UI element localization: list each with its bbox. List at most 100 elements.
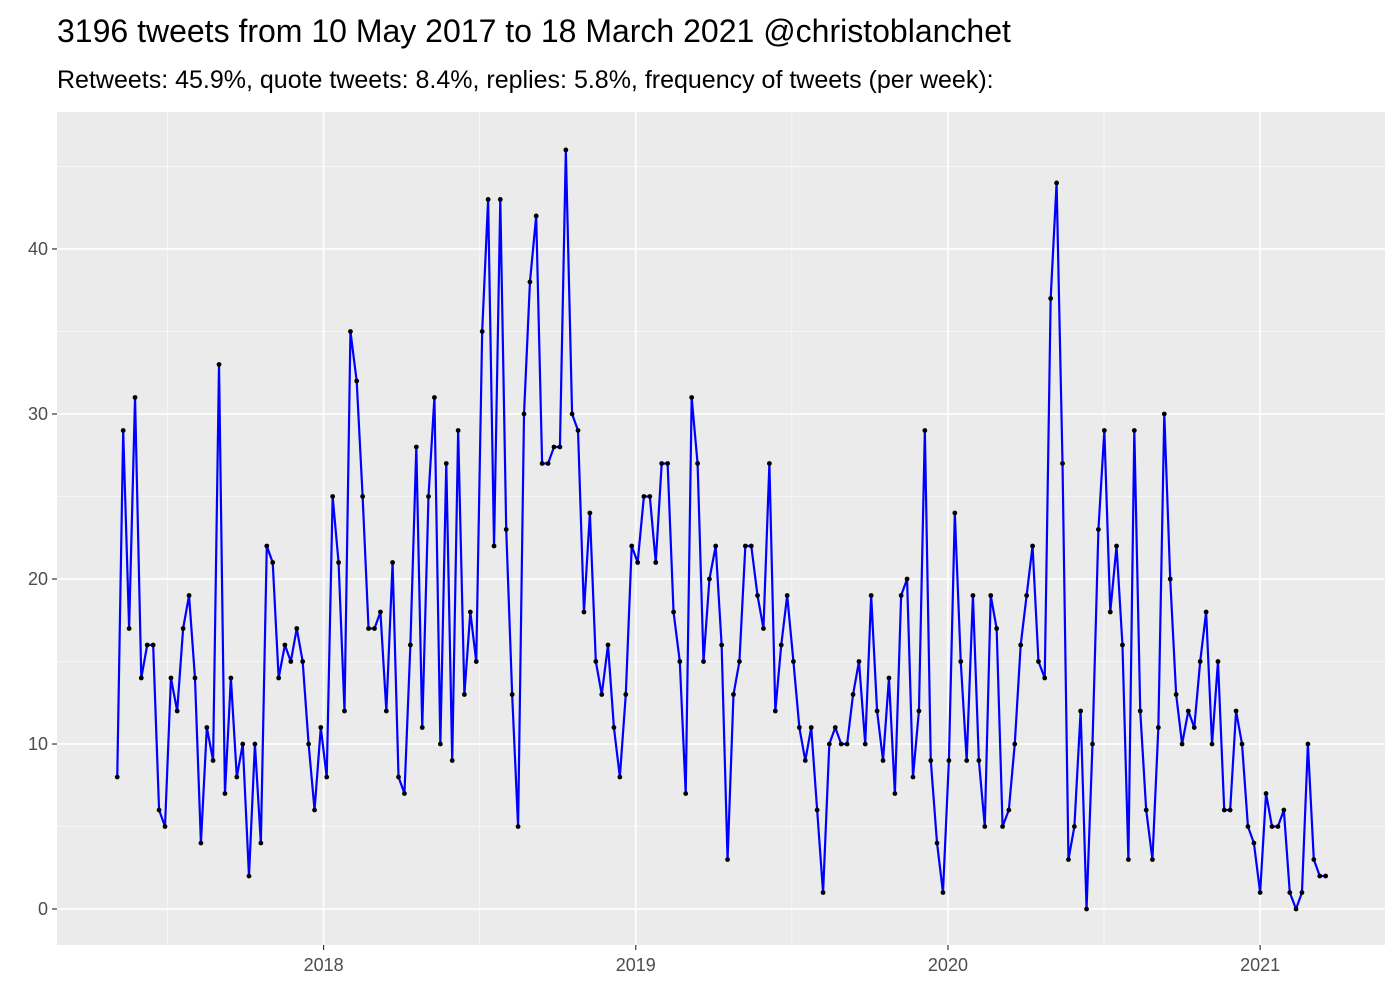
- data-point: [114, 774, 120, 780]
- data-point: [766, 461, 772, 466]
- data-point: [515, 824, 521, 829]
- data-point: [318, 725, 324, 730]
- data-point: [246, 873, 252, 879]
- data-point: [1161, 411, 1167, 417]
- x-tick-label: 2020: [928, 955, 968, 975]
- data-point: [898, 593, 904, 598]
- data-point: [587, 510, 593, 516]
- data-point: [964, 758, 970, 763]
- data-point: [856, 659, 862, 664]
- data-point: [192, 675, 198, 681]
- data-point: [449, 758, 455, 763]
- data-point: [521, 411, 527, 417]
- data-point: [617, 774, 623, 780]
- data-point: [1131, 428, 1137, 433]
- data-point: [1173, 692, 1179, 697]
- data-point: [186, 593, 192, 598]
- data-point: [599, 692, 605, 697]
- data-point: [605, 642, 611, 648]
- data-point: [1000, 824, 1005, 829]
- data-point: [216, 362, 222, 367]
- data-point: [689, 395, 695, 400]
- data-point: [772, 708, 778, 714]
- data-point: [1030, 543, 1035, 549]
- data-point: [976, 758, 982, 763]
- data-point: [1281, 807, 1287, 813]
- data-point: [132, 395, 138, 400]
- data-point: [264, 543, 270, 549]
- data-point: [1054, 180, 1059, 186]
- data-point: [653, 560, 659, 565]
- data-point: [850, 692, 856, 697]
- data-point: [144, 642, 150, 648]
- data-point: [1227, 807, 1233, 813]
- data-point: [1263, 791, 1269, 796]
- data-point: [791, 659, 796, 664]
- data-point: [126, 626, 132, 631]
- data-point: [1197, 659, 1203, 664]
- data-point: [156, 807, 162, 813]
- data-point: [1042, 675, 1048, 681]
- data-point: [1299, 890, 1305, 895]
- data-point: [503, 527, 509, 532]
- y-tick-label: 10: [28, 734, 48, 754]
- data-point: [372, 626, 377, 631]
- data-point: [354, 378, 360, 384]
- data-point: [174, 708, 180, 714]
- data-point: [569, 411, 575, 417]
- y-tick-label: 20: [28, 569, 48, 589]
- data-point: [784, 593, 790, 598]
- data-point: [402, 791, 407, 796]
- data-point: [814, 807, 820, 813]
- data-point: [366, 626, 371, 631]
- data-point: [1071, 824, 1077, 829]
- data-point: [461, 692, 467, 697]
- data-point: [473, 659, 479, 664]
- data-point: [222, 791, 228, 796]
- data-point: [360, 494, 366, 499]
- data-point: [1137, 708, 1143, 714]
- data-point: [1143, 807, 1149, 813]
- data-point: [282, 642, 288, 648]
- data-point: [306, 741, 312, 747]
- data-point: [533, 213, 539, 219]
- data-point: [198, 840, 204, 846]
- data-point: [1203, 609, 1209, 615]
- data-point: [575, 428, 581, 433]
- data-point: [234, 774, 240, 780]
- data-point: [383, 708, 389, 714]
- data-point: [1006, 807, 1012, 813]
- data-point: [742, 543, 748, 549]
- data-point: [665, 461, 671, 466]
- data-point: [874, 708, 880, 714]
- data-point: [1048, 296, 1054, 301]
- data-point: [1120, 642, 1125, 648]
- data-point: [204, 725, 210, 730]
- data-point: [725, 857, 730, 862]
- data-point: [952, 510, 958, 516]
- data-point: [288, 659, 294, 664]
- data-point: [312, 807, 317, 813]
- data-point: [1185, 708, 1191, 714]
- data-point: [844, 741, 850, 747]
- data-point: [647, 494, 653, 499]
- data-point: [1323, 873, 1329, 879]
- data-point: [1060, 461, 1065, 466]
- data-point: [593, 659, 599, 664]
- data-point: [432, 395, 437, 400]
- data-point: [677, 659, 683, 664]
- data-point: [1150, 857, 1155, 862]
- data-point: [455, 428, 461, 433]
- data-point: [748, 543, 754, 549]
- data-point: [719, 642, 725, 648]
- x-tick-label: 2018: [304, 955, 344, 975]
- data-point: [629, 543, 635, 549]
- data-point: [808, 725, 814, 730]
- y-tick-label: 30: [28, 404, 48, 424]
- y-tick-label: 40: [28, 239, 48, 259]
- data-point: [1024, 593, 1030, 598]
- data-point: [563, 147, 569, 153]
- data-point: [138, 675, 144, 681]
